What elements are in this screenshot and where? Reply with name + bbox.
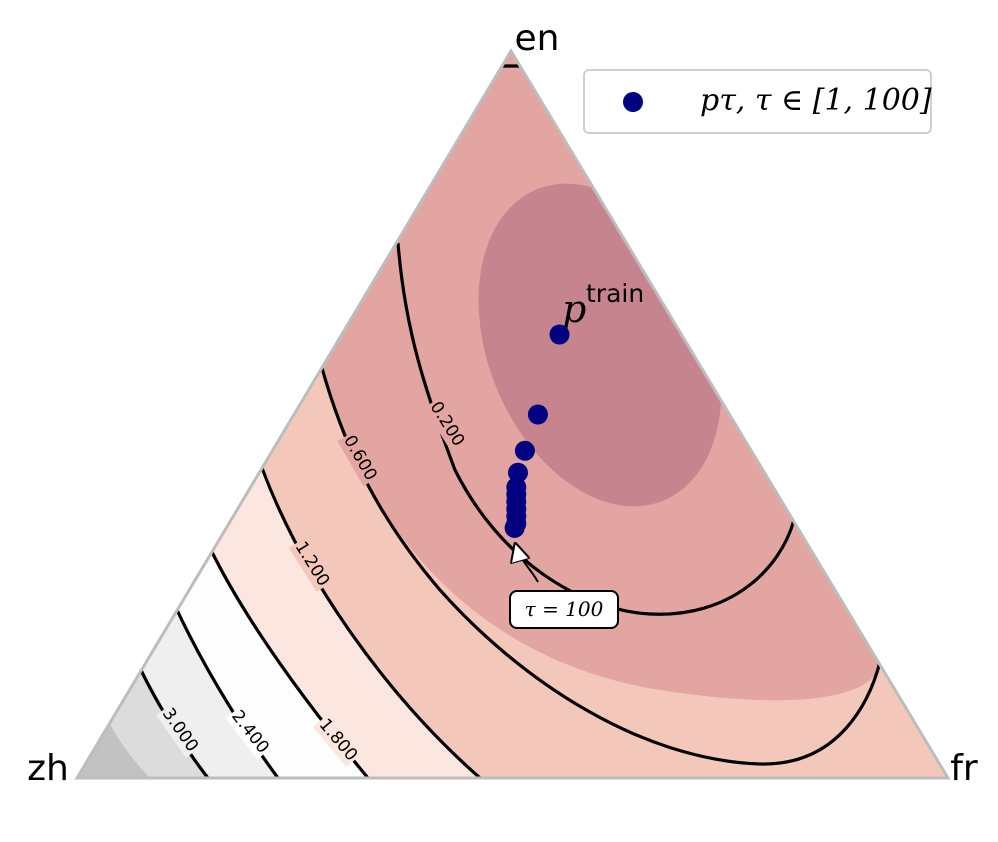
contour-line-1.200 bbox=[260, 467, 482, 778]
legend-label: pτ, τ ∈ [1, 100] bbox=[700, 83, 932, 118]
p-train-label: p train bbox=[562, 279, 644, 331]
vertex-label-en: en bbox=[515, 18, 560, 59]
annotation-box bbox=[509, 590, 619, 629]
data-point-11 bbox=[504, 517, 525, 538]
data-point-2 bbox=[527, 404, 548, 425]
legend: pτ, τ ∈ [1, 100] bbox=[583, 69, 932, 134]
fill-region-7 bbox=[77, 720, 150, 778]
contour-line-2.400 bbox=[175, 609, 280, 778]
p-train-main: p bbox=[562, 287, 586, 331]
annotation-arrow bbox=[516, 546, 539, 583]
data-point-1 bbox=[549, 324, 570, 345]
legend-marker bbox=[623, 92, 643, 112]
p-train-sup: train bbox=[586, 279, 644, 308]
vertex-label-fr: fr bbox=[950, 748, 978, 789]
data-points bbox=[504, 324, 570, 538]
contour-line-0.600 bbox=[320, 367, 882, 766]
tau-annotation: τ = 100 bbox=[509, 546, 619, 629]
vertex-label-zh: zh bbox=[27, 748, 69, 789]
data-point-4 bbox=[508, 462, 528, 483]
contour-line-0.200 bbox=[396, 242, 796, 616]
data-point-3 bbox=[514, 440, 535, 461]
legend-box bbox=[583, 69, 932, 134]
annotation-text: τ = 100 bbox=[525, 597, 604, 621]
triangle-frame bbox=[74, 48, 951, 780]
